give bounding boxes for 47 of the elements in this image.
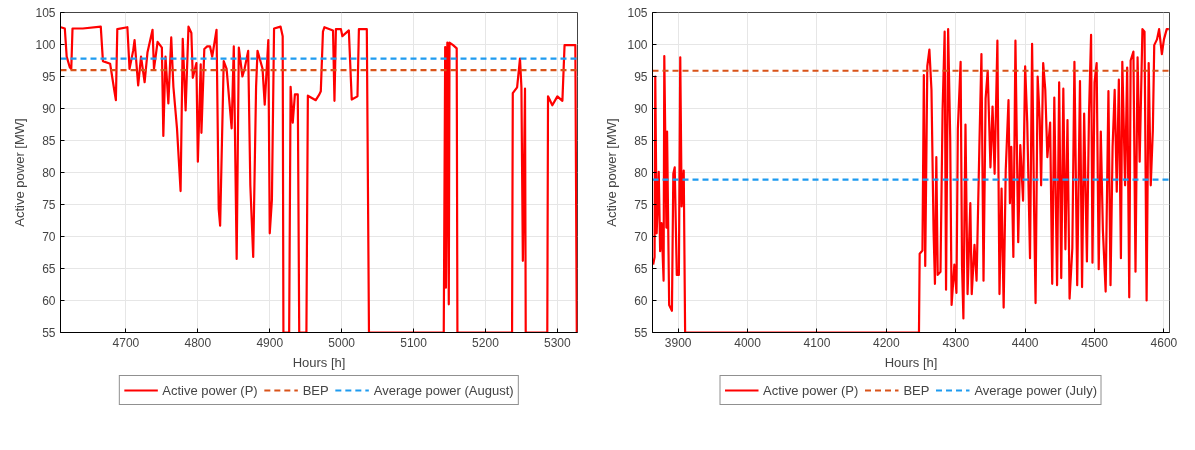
y-tick-label: 75: [634, 198, 648, 212]
y-tick-label: 100: [627, 38, 648, 52]
y-tick-label: 70: [634, 230, 648, 244]
y-tick-label: 90: [42, 102, 56, 116]
y-tick-label: 65: [42, 262, 56, 276]
y-tick-label: 105: [627, 6, 648, 20]
legend-label: BEP: [903, 382, 930, 398]
x-tick-label: 4800: [184, 335, 212, 350]
y-tick-label: 105: [35, 6, 56, 20]
y-tick-label: 80: [42, 166, 56, 180]
x-tick-label: 5300: [544, 335, 572, 350]
y-tick-label: 90: [634, 102, 648, 116]
y-tick-label: 95: [634, 70, 648, 84]
legend-label: Average power (August): [373, 382, 514, 398]
x-tick-label: 5000: [328, 335, 356, 350]
x-tick-label: 4300: [942, 335, 970, 350]
legend-label: Active power (P): [162, 382, 258, 398]
x-axis-title: Hours [h]: [292, 354, 346, 370]
y-axis-title: Active power [MW]: [604, 118, 620, 227]
x-tick-label: 4600: [1150, 335, 1178, 350]
y-axis-title: Active power [MW]: [12, 118, 28, 227]
x-tick-label: 4700: [112, 335, 140, 350]
legend-label: BEP: [302, 382, 329, 398]
y-tick-label: 70: [42, 230, 56, 244]
x-tick-label: 5200: [472, 335, 500, 350]
x-tick-label: 4000: [734, 335, 762, 350]
y-tick-label: 75: [42, 198, 56, 212]
legend-label: Active power (P): [763, 382, 859, 398]
y-tick-label: 80: [634, 166, 648, 180]
x-tick-label: 5100: [400, 335, 428, 350]
y-tick-label: 85: [42, 134, 56, 148]
x-tick-label: 4400: [1011, 335, 1039, 350]
y-tick-label: 95: [42, 70, 56, 84]
y-tick-label: 100: [35, 38, 56, 52]
y-tick-label: 55: [42, 326, 56, 340]
x-tick-label: 3900: [664, 335, 692, 350]
y-tick-label: 60: [42, 294, 56, 308]
y-tick-label: 60: [634, 294, 648, 308]
x-tick-label: 4900: [256, 335, 284, 350]
y-tick-label: 55: [634, 326, 648, 340]
x-tick-label: 4500: [1081, 335, 1109, 350]
y-tick-label: 65: [634, 262, 648, 276]
y-tick-label: 85: [634, 134, 648, 148]
x-axis-title: Hours [h]: [884, 354, 938, 370]
legend-label: Average power (July): [974, 382, 1097, 398]
x-tick-label: 4200: [873, 335, 901, 350]
x-tick-label: 4100: [803, 335, 831, 350]
